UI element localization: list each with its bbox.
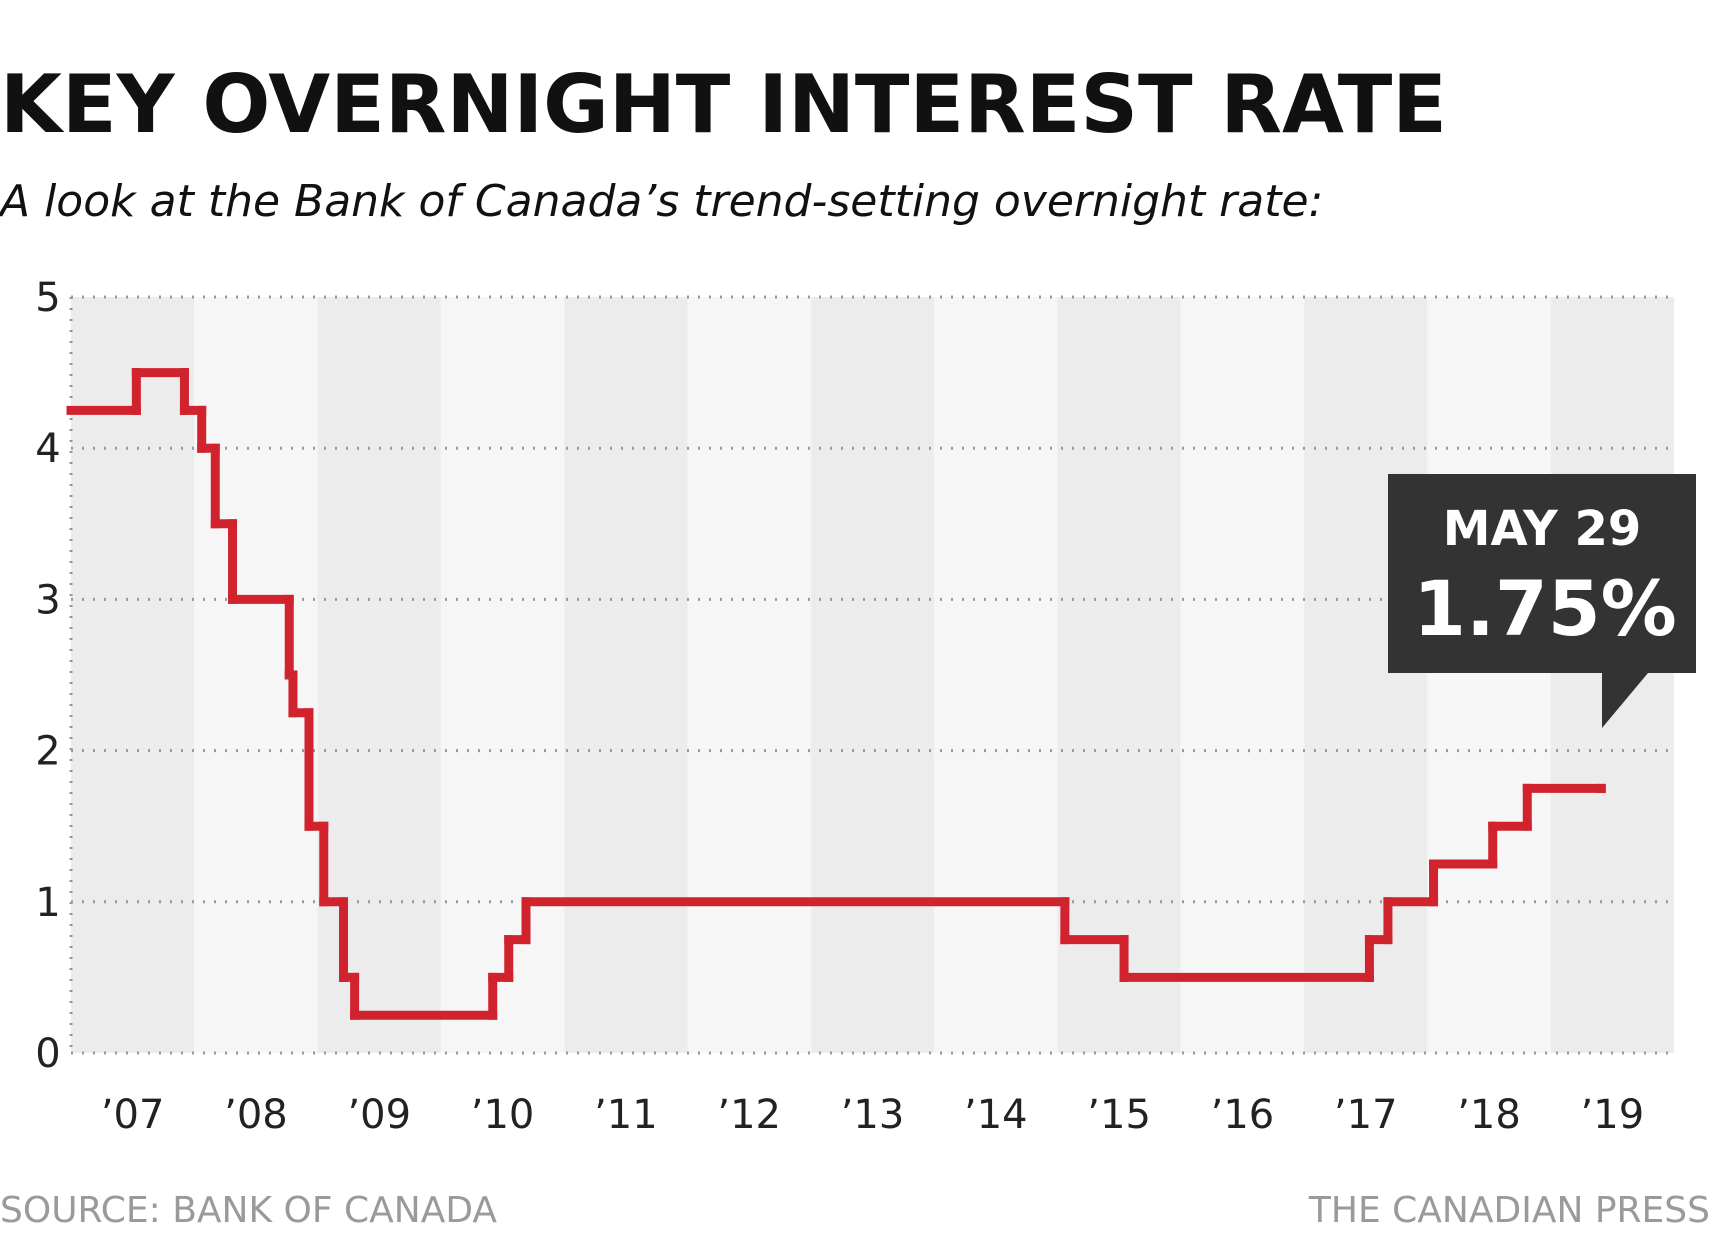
year-band bbox=[194, 297, 318, 1053]
year-band bbox=[440, 297, 565, 1053]
x-tick-label: ’14 bbox=[964, 1092, 1028, 1138]
x-tick-label: ’19 bbox=[1581, 1092, 1645, 1138]
y-tick-label: 2 bbox=[35, 729, 60, 775]
x-tick-label: ’12 bbox=[717, 1092, 781, 1138]
plot-area: 0 1 2 3 4 5 ’07 ’08 ’09 ’10 ’11 ’12 ’13 ’14 ’15 ’16 ’17 ’… bbox=[35, 275, 1674, 1138]
x-tick-label: ’15 bbox=[1087, 1092, 1151, 1138]
year-band bbox=[1180, 297, 1305, 1053]
year-band bbox=[71, 297, 195, 1053]
y-tick-label: 1 bbox=[35, 880, 60, 926]
x-tick-label: ’18 bbox=[1457, 1092, 1521, 1138]
x-tick-label: ’09 bbox=[347, 1092, 411, 1138]
callout-label: MAY 29 bbox=[1443, 501, 1642, 557]
chart-title: KEY OVERNIGHT INTEREST RATE bbox=[0, 58, 1447, 151]
credit-note: THE CANADIAN PRESS bbox=[1308, 1190, 1710, 1231]
y-tick-label: 0 bbox=[35, 1031, 60, 1077]
year-band bbox=[1057, 297, 1181, 1053]
source-note: SOURCE: BANK OF CANADA bbox=[0, 1190, 497, 1231]
year-band bbox=[810, 297, 935, 1053]
x-tick-label: ’08 bbox=[224, 1092, 288, 1138]
chart-subtitle: A look at the Bank of Canada’s trend-set… bbox=[0, 176, 1323, 227]
year-band bbox=[687, 297, 811, 1053]
year-band bbox=[1427, 297, 1551, 1053]
year-band bbox=[1304, 297, 1428, 1053]
x-tick-label: ’13 bbox=[841, 1092, 905, 1138]
callout: MAY 29 1.75% bbox=[1388, 474, 1696, 728]
year-band bbox=[317, 297, 441, 1053]
x-tick-label: ’11 bbox=[594, 1092, 658, 1138]
year-band bbox=[934, 297, 1058, 1053]
y-tick-label: 4 bbox=[35, 426, 60, 472]
y-tick-label: 5 bbox=[35, 275, 60, 321]
callout-box bbox=[1388, 474, 1696, 728]
callout-value: 1.75% bbox=[1413, 564, 1677, 653]
x-tick-label: ’17 bbox=[1334, 1092, 1398, 1138]
x-tick-label: ’07 bbox=[101, 1092, 165, 1138]
x-tick-label: ’16 bbox=[1211, 1092, 1275, 1138]
y-tick-label: 3 bbox=[35, 577, 60, 623]
x-tick-label: ’10 bbox=[471, 1092, 535, 1138]
year-band bbox=[564, 297, 688, 1053]
